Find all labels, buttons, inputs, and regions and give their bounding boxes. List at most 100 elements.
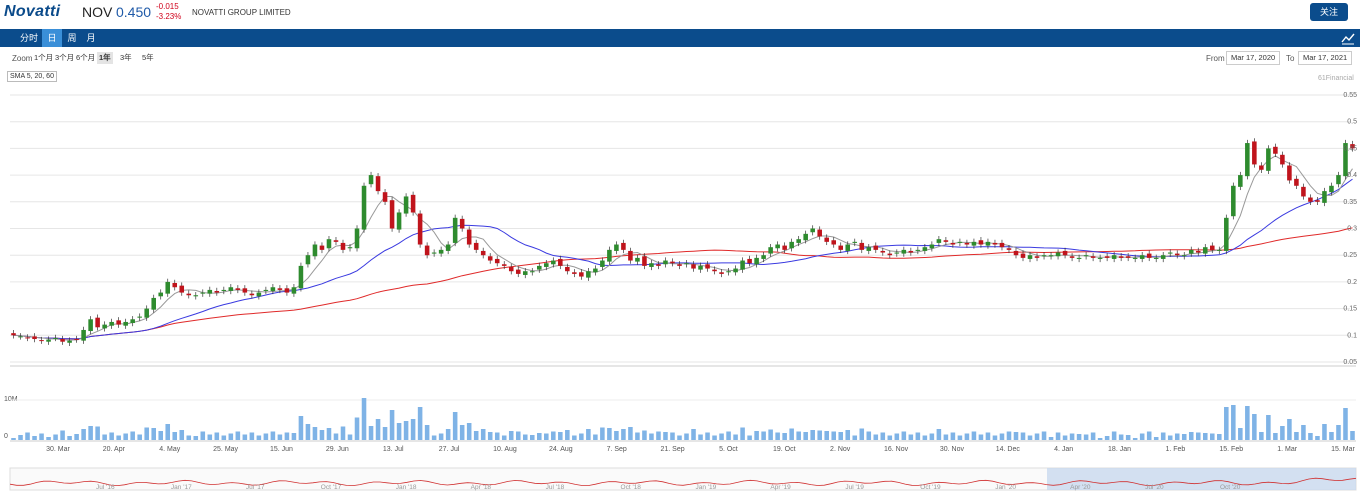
x-tick-label: 4. Jan bbox=[1054, 446, 1073, 453]
candle-body bbox=[684, 263, 689, 265]
tab-weekly[interactable]: 周 bbox=[67, 33, 77, 43]
volume-bar bbox=[81, 429, 86, 440]
volume-bar bbox=[123, 433, 128, 440]
candle-body bbox=[1160, 255, 1166, 259]
candle-body bbox=[943, 240, 949, 242]
zoom-1y-button[interactable]: 1年 bbox=[97, 52, 113, 64]
volume-bar bbox=[775, 432, 780, 440]
volume-bar bbox=[544, 433, 549, 440]
volume-bar bbox=[1139, 433, 1145, 440]
volume-bar bbox=[558, 432, 563, 440]
candle-body bbox=[1167, 252, 1173, 254]
volume-bar bbox=[193, 436, 199, 440]
volume-bar bbox=[221, 435, 227, 440]
volume-bar bbox=[894, 433, 900, 440]
candle-body bbox=[1287, 165, 1292, 181]
follow-button[interactable]: 关注 bbox=[1310, 3, 1348, 21]
candle-body bbox=[1308, 197, 1313, 202]
candle-body bbox=[1195, 250, 1201, 253]
volume-bar bbox=[670, 432, 675, 440]
volume-bar bbox=[579, 433, 584, 440]
volume-bar bbox=[473, 431, 479, 440]
volume-bar bbox=[1301, 425, 1306, 440]
x-tick-label: 13. Jul bbox=[383, 446, 404, 453]
line-chart-icon[interactable] bbox=[1340, 30, 1356, 46]
volume-bar bbox=[1238, 428, 1243, 440]
from-date-input[interactable]: Mar 17, 2020 bbox=[1226, 51, 1281, 65]
candle-body bbox=[305, 255, 311, 265]
volume-bar bbox=[291, 433, 297, 440]
candle-body bbox=[999, 242, 1005, 248]
candle-body bbox=[698, 265, 703, 270]
candle-body bbox=[277, 288, 283, 290]
candle-body bbox=[887, 253, 893, 256]
volume-bar bbox=[901, 431, 907, 440]
volume-bar bbox=[424, 425, 430, 440]
tab-monthly[interactable]: 月 bbox=[86, 33, 96, 43]
volume-bar bbox=[768, 429, 773, 440]
volume-bar bbox=[908, 434, 914, 440]
candle-body bbox=[705, 264, 710, 269]
volume-bar bbox=[284, 432, 290, 440]
volume-bar bbox=[158, 431, 164, 440]
volume-bar bbox=[985, 432, 991, 440]
zoom-6m-button[interactable]: 6个月 bbox=[76, 53, 96, 62]
candle-body bbox=[270, 287, 276, 291]
volume-bar bbox=[1259, 432, 1264, 440]
candle-body bbox=[375, 176, 381, 192]
candle-body bbox=[1146, 253, 1152, 258]
zoom-3y-button[interactable]: 3年 bbox=[120, 53, 132, 62]
candle-body bbox=[635, 257, 640, 262]
candle-body bbox=[529, 271, 535, 273]
candle-body bbox=[438, 249, 444, 254]
candle-body bbox=[452, 217, 458, 243]
volume-bar bbox=[1294, 432, 1299, 440]
volume-bar bbox=[74, 434, 79, 440]
x-tick-label: 1. Feb bbox=[1165, 446, 1185, 453]
volume-bar bbox=[1252, 414, 1257, 440]
x-tick-label: 15. Feb bbox=[1219, 446, 1243, 453]
volume-bar bbox=[1111, 431, 1117, 440]
tab-daily[interactable]: 日 bbox=[42, 29, 62, 47]
volume-bar bbox=[999, 433, 1005, 440]
x-tick-label: 18. Jan bbox=[1108, 446, 1131, 453]
tab-intraday[interactable]: 分时 bbox=[19, 33, 38, 43]
volume-bar bbox=[1308, 433, 1313, 440]
volume-bar bbox=[116, 435, 121, 440]
to-date-input[interactable]: Mar 17, 2021 bbox=[1298, 51, 1353, 65]
volume-bar bbox=[1224, 407, 1229, 440]
candle-body bbox=[186, 293, 192, 296]
candle-body bbox=[25, 337, 30, 339]
candle-body bbox=[593, 268, 598, 273]
zoom-3m-button[interactable]: 3个月 bbox=[55, 53, 75, 62]
candle-body bbox=[789, 241, 794, 249]
y-tick-label: 0.4 bbox=[1347, 172, 1357, 179]
candle-body bbox=[284, 288, 290, 293]
candle-body bbox=[263, 289, 269, 291]
volume-bar bbox=[1104, 436, 1110, 440]
volume-bar bbox=[144, 427, 149, 440]
candle-body bbox=[747, 258, 752, 264]
price-change: -0.015 -3.23% bbox=[156, 2, 181, 22]
y-tick-label: 0.5 bbox=[1347, 119, 1357, 126]
candle-body bbox=[1259, 165, 1264, 170]
navigator-tick-label: Oct '17 bbox=[321, 484, 342, 491]
candle-body bbox=[410, 194, 416, 213]
zoom-1m-button[interactable]: 1个月 bbox=[34, 53, 54, 62]
candle-body bbox=[116, 320, 121, 325]
volume-bar bbox=[529, 435, 535, 440]
x-tick-label: 5. Oct bbox=[719, 446, 738, 453]
volume-bar bbox=[431, 435, 437, 440]
navigator-tick-label: Oct '20 bbox=[1220, 484, 1241, 491]
candle-body bbox=[1125, 256, 1131, 258]
candle-body bbox=[508, 266, 514, 272]
volume-bar bbox=[628, 427, 633, 440]
candle-body bbox=[1350, 144, 1355, 149]
candle-body bbox=[1231, 185, 1236, 217]
candle-body bbox=[1139, 255, 1145, 259]
volume-bar bbox=[319, 430, 325, 440]
candle-body bbox=[754, 257, 759, 265]
volume-bar bbox=[929, 433, 935, 440]
volume-bar bbox=[1062, 435, 1068, 440]
zoom-5y-button[interactable]: 5年 bbox=[142, 53, 154, 62]
